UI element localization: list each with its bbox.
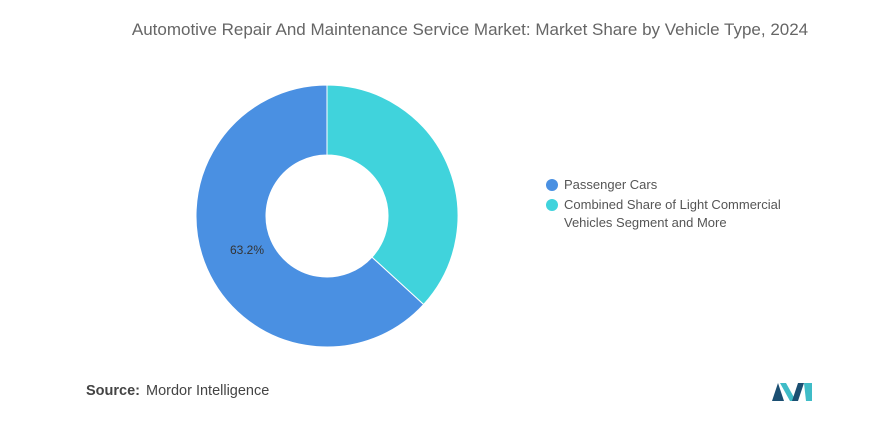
chart-legend: Passenger Cars Combined Share of Light C… xyxy=(546,176,826,234)
logo-left-bar xyxy=(772,383,784,401)
legend-swatch-passenger-cars xyxy=(546,179,558,191)
logo-mid-right xyxy=(792,383,804,401)
source-note: Source: Mordor Intelligence xyxy=(86,383,269,399)
logo-mid-left xyxy=(780,383,796,401)
source-value: Mordor Intelligence xyxy=(146,383,270,399)
logo-right-bar xyxy=(804,383,812,401)
chart-title: Automotive Repair And Maintenance Servic… xyxy=(131,20,809,39)
slice-light-commercial-vehicles[interactable] xyxy=(326,84,459,306)
source-label: Source: xyxy=(86,383,140,399)
legend-label-light-commercial-vehicles: Combined Share of Light Commercial Vehic… xyxy=(564,197,781,230)
legend-item-passenger-cars[interactable]: Passenger Cars xyxy=(546,176,826,194)
mordor-intelligence-logo xyxy=(772,383,812,401)
slice-passenger-cars[interactable] xyxy=(195,84,425,348)
legend-label-passenger-cars: Passenger Cars xyxy=(564,177,658,192)
legend-item-light-commercial-vehicles[interactable]: Combined Share of Light Commercial Vehic… xyxy=(546,196,826,232)
legend-swatch-light-commercial-vehicles xyxy=(546,199,558,211)
data-label-passenger-cars: 63.2% xyxy=(230,243,264,257)
